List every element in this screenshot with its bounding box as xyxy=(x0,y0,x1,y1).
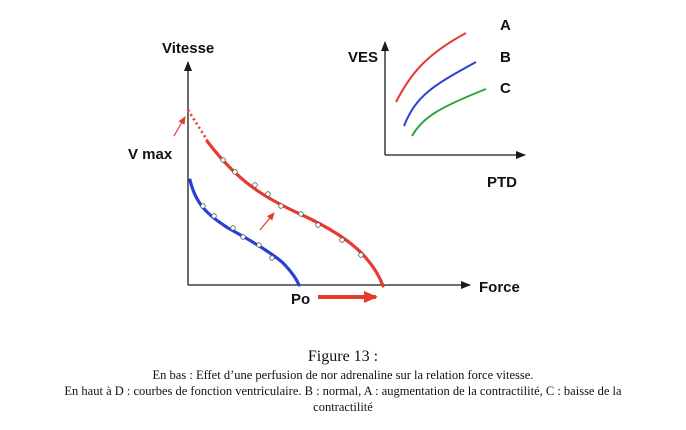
vmax-arrow xyxy=(173,116,186,137)
caption-title: Figure 13 : xyxy=(307,348,379,365)
curve-a xyxy=(395,32,467,103)
blue-data-point xyxy=(200,203,206,209)
caption-line-3: contractilité xyxy=(313,400,373,414)
red-data-point xyxy=(339,237,345,243)
vmax-label: V max xyxy=(128,146,173,163)
po-label: Po xyxy=(291,291,310,308)
inset-x-axis-label: PTD xyxy=(487,174,517,191)
red-data-points xyxy=(220,157,364,258)
caption-line-1: En bas : Effet d’une perfusion de nor ad… xyxy=(152,368,534,382)
curve-b xyxy=(403,61,477,127)
red-data-point xyxy=(252,182,258,188)
caption-line-2: En haut à D : courbes de fonction ventri… xyxy=(64,384,622,398)
blue-data-point xyxy=(269,255,275,261)
inset-y-axis-label: VES xyxy=(348,49,378,66)
shift-arrow xyxy=(259,212,275,231)
red-curve-dotted-extension xyxy=(186,109,209,141)
blue-data-points xyxy=(200,203,275,261)
red-data-point xyxy=(298,211,304,217)
blue-data-point xyxy=(211,213,217,219)
curve-c xyxy=(411,88,487,137)
red-data-point xyxy=(265,191,271,197)
red-data-point xyxy=(220,157,226,163)
blue-data-point xyxy=(240,234,246,240)
main-x-axis-label: Force xyxy=(479,279,520,296)
curve-c-label: C xyxy=(500,80,511,97)
blue-data-point xyxy=(256,242,262,248)
curve-a-label: A xyxy=(500,17,511,34)
red-data-point xyxy=(315,222,321,228)
blue-data-point xyxy=(230,225,236,231)
main-y-axis-label: Vitesse xyxy=(162,40,214,57)
curve-b-label: B xyxy=(500,49,511,66)
red-data-point xyxy=(278,203,284,209)
red-data-point xyxy=(358,252,364,258)
blue-force-velocity-curve xyxy=(188,178,301,287)
main-chart: Vitesse Force V max Po xyxy=(128,40,520,308)
red-data-point xyxy=(232,169,238,175)
figure-caption: Figure 13 : En bas : Effet d’une perfusi… xyxy=(0,346,686,415)
red-force-velocity-curve xyxy=(205,139,385,288)
inset-chart: VES PTD A B C xyxy=(348,17,526,191)
